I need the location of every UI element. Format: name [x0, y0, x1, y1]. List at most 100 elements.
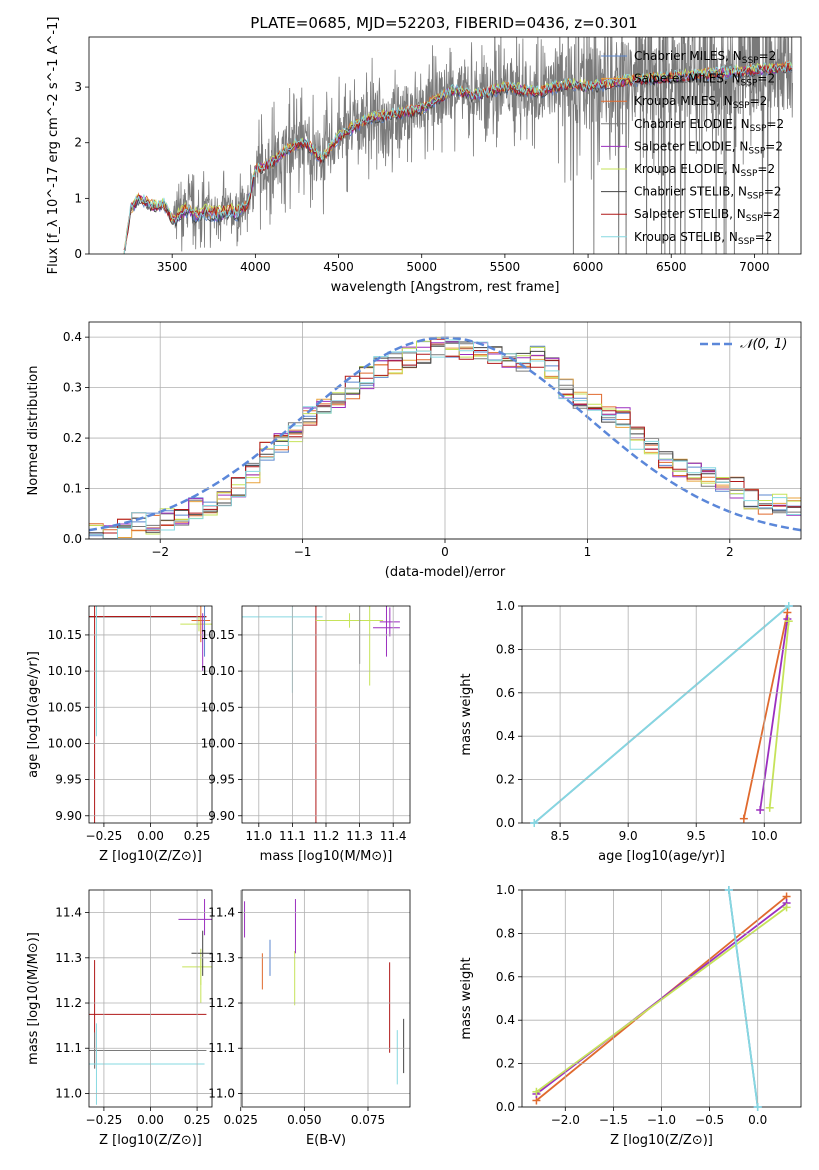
x-tick-label: 11.1: [279, 829, 306, 843]
axes-frame: [521, 605, 802, 824]
plot-area: [533, 606, 790, 823]
weight-line: [533, 606, 790, 823]
legend-sub: SSP: [742, 56, 759, 66]
y-tick-label: 0.4: [496, 729, 515, 743]
x-tick-label: 6000: [573, 260, 604, 274]
x-tick-label: −0.25: [86, 1113, 123, 1127]
weight-line: [742, 612, 789, 819]
y-tick-label: 0.0: [63, 532, 82, 546]
x-tick-label: 4000: [240, 260, 271, 274]
legend-entry: Salpeter ELODIE, NSSP=2: [634, 139, 783, 156]
y-tick-label: 0: [74, 247, 82, 261]
legend-entry: Kroupa MILES, NSSP=2: [634, 94, 767, 111]
panel-age_vs_Z: −0.25 0.00 0.25 9.90 9.95 10.00 10.05 10.10 10.1…: [26, 605, 213, 864]
spectrum-model: [123, 60, 793, 254]
y-tick-label: 11.2: [208, 996, 235, 1010]
x-axis-label: Z [log10(Z/Z⊙)]: [610, 1133, 713, 1148]
legend-val: =2: [757, 72, 775, 86]
legend-sub: SSP: [738, 237, 755, 247]
legend-entry: Chabrier STELIB, NSSP=2: [634, 185, 782, 202]
y-tick-label: 0.4: [63, 330, 82, 344]
y-tick-label: 1: [74, 191, 82, 205]
y-axis-label: mass weight: [459, 957, 474, 1039]
legend-sub: SSP: [741, 79, 758, 89]
y-tick-label: 11.4: [55, 906, 82, 920]
axes-frame: [241, 889, 411, 1108]
legend-text: Kroupa STELIB, N: [634, 230, 738, 244]
y-axis-label: mass weight: [459, 673, 474, 755]
axes-frame: [88, 889, 213, 1108]
legend-entry: Salpeter MILES, NSSP=2: [634, 72, 775, 89]
legend-sub: SSP: [750, 124, 767, 134]
legend-val: =2: [764, 185, 782, 199]
x-tick-label: 6500: [656, 260, 687, 274]
y-tick-label: 0.3: [63, 381, 82, 395]
y-tick-label: 10.10: [201, 664, 235, 678]
y-tick-label: 10.05: [48, 700, 82, 714]
panel-spectrum: 3500 4000 4500 5000 5500 6000 6500 7000 0 1 2 3 wave…: [46, 17, 802, 295]
y-tick-label: 11.2: [55, 996, 82, 1010]
spectrum-data: [123, 37, 793, 254]
x-tick-label: 11.2: [313, 829, 340, 843]
y-tick-label: 0.0: [496, 816, 515, 830]
x-tick-label: 9.0: [619, 829, 638, 843]
legend-sub: SSP: [747, 192, 764, 202]
x-tick-label: 0.0: [748, 1113, 767, 1127]
x-tick-label: 2: [726, 545, 734, 559]
x-axis-label: E(B-V): [306, 1133, 346, 1148]
x-tick-label: 0: [441, 545, 449, 559]
x-axis-label: (data-model)/error: [385, 565, 506, 580]
x-tick-label: 1: [584, 545, 592, 559]
y-tick-label: 1.0: [496, 599, 515, 613]
x-tick-label: 0.25: [184, 829, 211, 843]
y-tick-label: 0.2: [496, 1057, 515, 1071]
x-tick-label: 5000: [406, 260, 437, 274]
x-tick-label: 0.25: [184, 1113, 211, 1127]
x-tick-label: 0.050: [287, 1113, 321, 1127]
x-tick-label: 0.00: [137, 829, 164, 843]
legend-entry: Kroupa STELIB, NSSP=2: [634, 230, 772, 247]
plot-area: [244, 899, 405, 1085]
legend-text: Salpeter ELODIE, N: [634, 139, 748, 153]
legend-text: Salpeter MILES, N: [634, 72, 741, 86]
x-tick-label: 7000: [739, 260, 770, 274]
legend-val: =2: [755, 230, 773, 244]
x-axis-label: age [log10(age/yr)]: [598, 849, 725, 864]
y-axis-label: age [log10(age/yr)]: [26, 651, 41, 778]
legend-entry: Chabrier MILES, NSSP=2: [634, 49, 776, 66]
y-axis-label: mass [log10(M/M⊙)]: [26, 932, 41, 1065]
y-tick-label: 9.90: [208, 809, 235, 823]
x-tick-label: −2: [151, 545, 169, 559]
legend-val: =2: [763, 207, 781, 221]
y-tick-label: 11.4: [208, 906, 235, 920]
y-tick-label: 3: [74, 80, 82, 94]
panel-massweight_vs_Z: −2.0 −1.5 −1.0 −0.5 0.0 0.0 0.2 0.4 0.6 0.8 1.0 Z […: [459, 883, 802, 1148]
weight-line: [759, 618, 789, 811]
y-tick-label: 0.1: [63, 482, 82, 496]
x-axis-label: Z [log10(Z/Z⊙)]: [99, 1133, 202, 1148]
y-tick-label: 11.3: [55, 951, 82, 965]
x-tick-label: 8.5: [551, 829, 570, 843]
y-tick-label: 11.1: [55, 1041, 82, 1055]
x-tick-label: 0.075: [351, 1113, 385, 1127]
x-tick-label: 0.025: [224, 1113, 258, 1127]
panel-mass_vs_EBV: 0.025 0.050 0.075 11.0 11.1 11.2 11.3 11.4 E(B-V…: [208, 889, 411, 1148]
weight-line: [768, 621, 790, 808]
y-tick-label: 11.3: [208, 951, 235, 965]
x-tick-label: −2.0: [551, 1113, 580, 1127]
x-axis-label: mass [log10(M/M⊙)]: [260, 849, 393, 864]
x-axis-label: wavelength [Angstrom, rest frame]: [331, 280, 560, 295]
y-tick-label: 9.95: [55, 773, 82, 787]
legend-entry: Kroupa ELODIE, NSSP=2: [634, 162, 775, 179]
legend-text: Salpeter STELIB, N: [634, 207, 746, 221]
panel-massweight_vs_age: 8.5 9.0 9.5 10.0 0.0 0.2 0.4 0.6 0.8 1.0 age [log1…: [459, 599, 802, 864]
y-tick-label: 10.05: [201, 700, 235, 714]
x-tick-label: 9.5: [687, 829, 706, 843]
plot-area: [89, 899, 212, 1105]
weight-line: [727, 890, 759, 1107]
legend-val: =2: [759, 49, 777, 63]
x-tick-label: 10.0: [751, 829, 778, 843]
y-tick-label: 0.2: [63, 431, 82, 445]
x-tick-label: 4500: [323, 260, 354, 274]
